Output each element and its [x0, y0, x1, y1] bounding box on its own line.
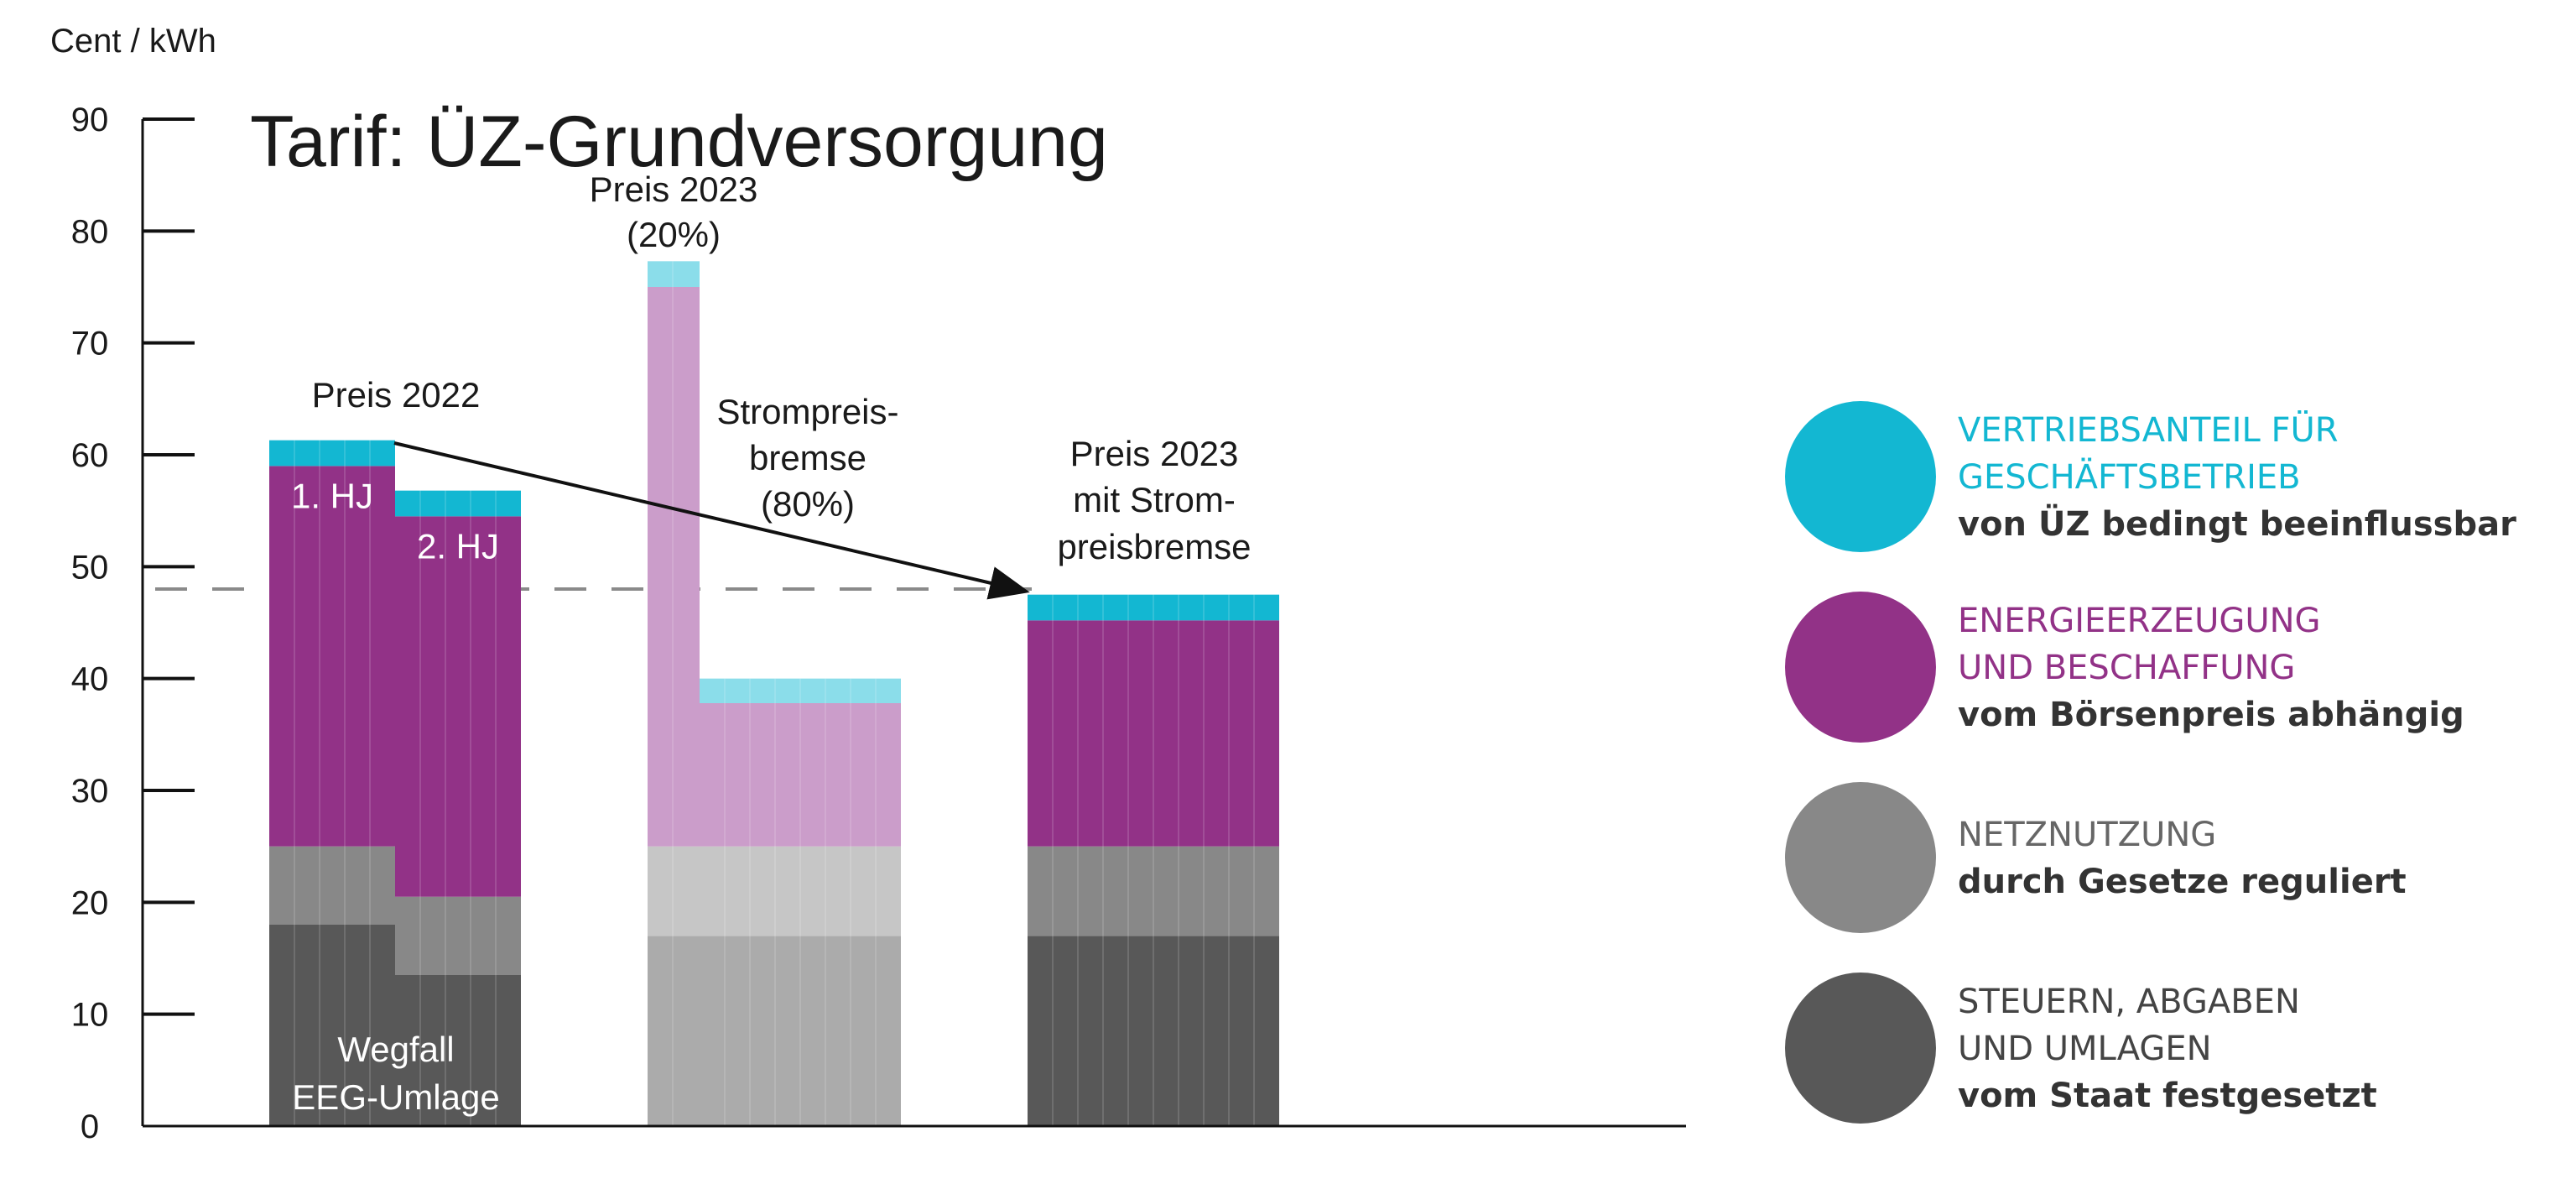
legend-subtitle-energie: vom Börsenpreis abhängig: [1958, 696, 2464, 734]
legend-item-vertrieb: VERTRIEBSANTEIL FÜR GESCHÄFTSBETRIEB von Ü…: [1785, 401, 2516, 552]
bar-p2023: [648, 261, 700, 1126]
y-tick-label-80: 80: [71, 213, 109, 250]
bar-hj1-segment-netz: [269, 846, 395, 925]
bar-p2023-segment-vertrieb: [648, 261, 700, 287]
legend-item-energie: ENERGIEERZEUGUNG UND BESCHAFFUNG vom Börse…: [1785, 592, 2464, 743]
legend: VERTRIEBSANTEIL FÜR GESCHÄFTSBETRIEB von Ü…: [1785, 401, 2516, 1124]
bar-hj2-segment-steuern: [395, 975, 521, 1126]
legend-title-vertrieb-line1: VERTRIEBSANTEIL FÜR: [1958, 409, 2339, 450]
legend-swatch-steuern: [1785, 973, 1936, 1124]
annotation-strompreisbremse-line2: bremse: [749, 438, 866, 477]
bar-p2023-segment-energie: [648, 287, 700, 847]
bar-hj2-segment-vertrieb: [395, 490, 521, 517]
annotation-strompreisbremse-line1: Strompreis-: [716, 392, 898, 431]
legend-swatch-netz: [1785, 782, 1936, 933]
chart-title: Tarif: ÜZ-Grundversorgung: [250, 102, 1108, 182]
bar-hj2: 2. HJ: [395, 490, 521, 1126]
bar-mit_bremse-segment-steuern: [1028, 936, 1279, 1126]
legend-swatch-vertrieb: [1785, 401, 1936, 552]
bar-hj1-segment-steuern: [269, 925, 395, 1126]
annotation-preis-2023-line2: (20%): [627, 215, 721, 254]
y-tick-label-50: 50: [71, 549, 109, 586]
legend-title-netz-line1: NETZNUTZUNG: [1958, 816, 2216, 854]
bar-bremse-segment-energie: [700, 703, 901, 847]
y-axis: 0 10 20 30 40 50 60 70 80 90: [71, 102, 195, 1145]
y-tick-label-10: 10: [71, 997, 109, 1034]
y-axis-unit: Cent / kWh: [50, 23, 216, 60]
bar-hj1-segment-energie: [269, 466, 395, 847]
annotation-mit-bremse-line3: preisbremse: [1057, 527, 1251, 566]
y-tick-label-40: 40: [71, 661, 109, 698]
annotation-mit-bremse-line2: mit Strom-: [1073, 480, 1236, 519]
bar-bremse-segment-steuern: [700, 936, 901, 1126]
legend-title-energie-line2: UND BESCHAFFUNG: [1958, 649, 2295, 687]
y-tick-label-30: 30: [71, 773, 109, 810]
bar-p2023-segment-steuern: [648, 936, 700, 1126]
legend-title-vertrieb-line2: GESCHÄFTSBETRIEB: [1958, 456, 2301, 497]
legend-title-steuern-line2: UND UMLAGEN: [1958, 1030, 2212, 1068]
bar-hj2-label: 2. HJ: [417, 526, 499, 566]
legend-title-energie-line1: ENERGIEERZEUGUNG: [1958, 602, 2321, 640]
legend-title-steuern-line1: STEUERN, ABGABEN: [1958, 983, 2300, 1021]
bars-layer: 1. HJ 2. HJ: [269, 261, 1279, 1126]
bar-hj1-label: 1. HJ: [291, 476, 373, 515]
bar-mit_bremse-segment-energie: [1028, 620, 1279, 847]
legend-swatch-energie: [1785, 592, 1936, 743]
legend-item-steuern: STEUERN, ABGABEN UND UMLAGEN vom Staat fes…: [1785, 973, 2377, 1124]
annotation-strompreisbremse-line3: (80%): [761, 484, 855, 524]
bar-mit_bremse-segment-netz: [1028, 846, 1279, 936]
y-tick-label-60: 60: [71, 437, 109, 474]
y-tick-label-90: 90: [71, 102, 109, 138]
legend-subtitle-netz: durch Gesetze reguliert: [1958, 863, 2407, 901]
bar-mit_bremse-segment-vertrieb: [1028, 594, 1279, 621]
bar-bremse-segment-netz: [700, 846, 901, 936]
bar-hj1: 1. HJ: [269, 440, 395, 1126]
bar-hj1-segment-vertrieb: [269, 440, 395, 467]
price-arrow: [393, 441, 1030, 600]
annotation-preis-2023-line1: Preis 2023: [590, 169, 758, 209]
annotation-mit-bremse-line1: Preis 2023: [1070, 434, 1239, 473]
y-tick-label-20: 20: [71, 884, 109, 921]
y-tick-label-70: 70: [71, 326, 109, 362]
annotation-preis-2022: Preis 2022: [312, 375, 481, 415]
legend-subtitle-steuern: vom Staat festgesetzt: [1958, 1077, 2377, 1115]
bar-p2023-segment-netz: [648, 846, 700, 936]
annotation-wegfall-line2: EEG-Umlage: [292, 1077, 499, 1117]
bar-hj2-segment-energie: [395, 516, 521, 897]
bar-annotations: Preis 2022 Preis 2023 (20%) Strompreis- …: [292, 169, 1251, 1117]
legend-subtitle-vertrieb: von ÜZ bedingt beeinflussbar: [1958, 503, 2516, 544]
bar-mit_bremse: [1028, 594, 1279, 1126]
legend-item-netz: NETZNUTZUNG durch Gesetze reguliert: [1785, 782, 2407, 933]
bar-bremse: [700, 678, 901, 1126]
bar-bremse-segment-vertrieb: [700, 678, 901, 703]
annotation-wegfall-line1: Wegfall: [337, 1030, 454, 1069]
bar-hj2-segment-netz: [395, 896, 521, 975]
y-tick-label-0: 0: [81, 1108, 99, 1145]
